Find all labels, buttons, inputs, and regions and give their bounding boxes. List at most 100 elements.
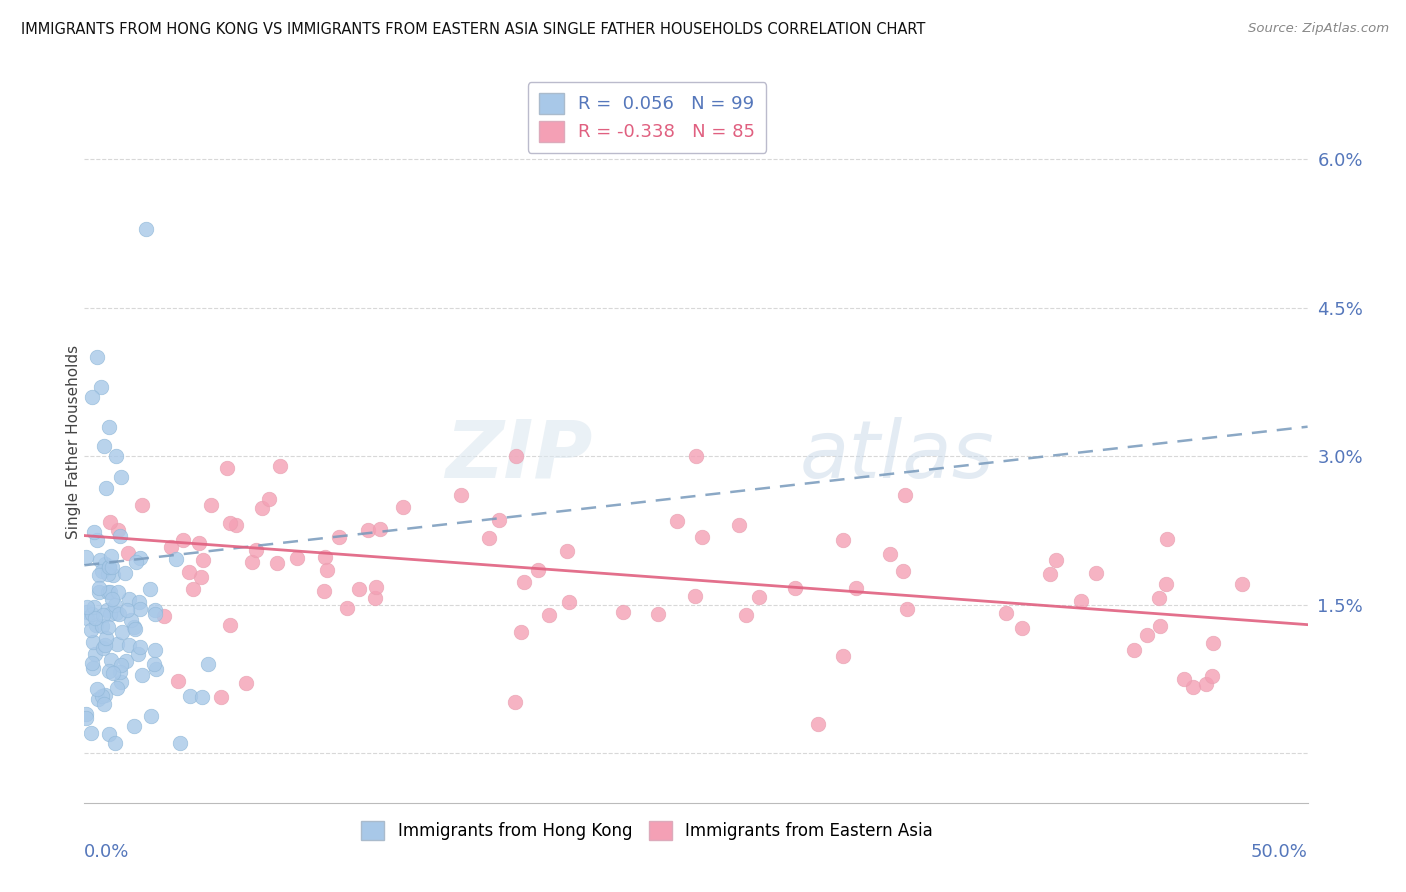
Point: [143, 657, 166, 671]
Point: [478, 531, 501, 545]
Point: [994, 607, 1017, 621]
Point: [76, 599, 98, 614]
Point: [83, 525, 105, 540]
Point: [179, 689, 201, 703]
Point: [190, 570, 212, 584]
Point: [97, 620, 120, 634]
Point: [82, 661, 104, 675]
Point: [75, 711, 97, 725]
Point: [125, 556, 148, 570]
Point: [728, 517, 751, 532]
Point: [128, 594, 150, 608]
Point: [76, 611, 98, 625]
Point: [101, 560, 124, 574]
Point: [1045, 552, 1067, 566]
Point: [1123, 643, 1146, 657]
Point: [647, 607, 669, 621]
Point: [118, 591, 141, 606]
Point: [129, 602, 152, 616]
Point: [1195, 677, 1218, 691]
Point: [84, 618, 107, 632]
Point: [91, 690, 114, 704]
Point: [100, 592, 122, 607]
Point: [97, 419, 120, 434]
Point: [110, 675, 132, 690]
Legend: Immigrants from Hong Kong, Immigrants from Eastern Asia: Immigrants from Hong Kong, Immigrants fr…: [353, 813, 942, 848]
Point: [97, 567, 120, 582]
Point: [97, 560, 120, 574]
Point: [285, 551, 308, 566]
Point: [104, 606, 127, 620]
Point: [143, 643, 166, 657]
Point: [89, 585, 111, 599]
Point: [110, 665, 132, 679]
Point: [215, 461, 238, 475]
Point: [80, 390, 103, 404]
Point: [1181, 681, 1204, 695]
Point: [107, 523, 129, 537]
Point: [1201, 636, 1223, 650]
Point: [135, 221, 157, 235]
Point: [115, 654, 138, 668]
Point: [100, 549, 122, 563]
Point: [94, 689, 117, 703]
Point: [181, 582, 204, 597]
Point: [193, 553, 215, 567]
Point: [96, 602, 118, 616]
Point: [314, 550, 336, 565]
Point: [110, 657, 132, 672]
Point: [124, 620, 146, 634]
Point: [139, 709, 162, 723]
Point: [312, 584, 335, 599]
Point: [139, 582, 162, 597]
Point: [105, 681, 128, 696]
Point: [80, 607, 103, 621]
Point: [555, 544, 578, 558]
Point: [90, 380, 112, 394]
Point: [1201, 668, 1223, 682]
Point: [510, 625, 533, 640]
Point: [1039, 566, 1062, 581]
Point: [1136, 628, 1159, 642]
Point: [266, 557, 288, 571]
Point: [143, 607, 166, 621]
Point: [87, 582, 110, 596]
Point: [86, 681, 108, 696]
Point: [197, 657, 219, 672]
Point: [91, 564, 114, 578]
Point: [1173, 673, 1195, 687]
Point: [893, 487, 915, 501]
Y-axis label: Single Father Households: Single Father Households: [66, 344, 80, 539]
Point: [100, 584, 122, 599]
Point: [250, 501, 273, 516]
Point: [558, 595, 581, 609]
Point: [368, 522, 391, 536]
Point: [120, 613, 142, 627]
Point: [94, 631, 117, 645]
Point: [84, 648, 107, 662]
Point: [98, 607, 121, 621]
Point: [336, 600, 359, 615]
Point: [131, 667, 153, 681]
Point: [219, 516, 242, 531]
Point: [879, 547, 901, 561]
Point: [93, 440, 115, 454]
Point: [94, 638, 117, 652]
Point: [124, 622, 146, 636]
Point: [1070, 593, 1092, 607]
Point: [316, 563, 339, 577]
Point: [105, 637, 128, 651]
Point: [191, 690, 214, 705]
Point: [807, 716, 830, 731]
Point: [1156, 577, 1178, 591]
Point: [527, 563, 550, 577]
Point: [86, 351, 108, 365]
Point: [111, 625, 134, 640]
Point: [103, 567, 125, 582]
Point: [1011, 621, 1033, 635]
Point: [891, 564, 914, 578]
Point: [105, 450, 128, 464]
Point: [1149, 619, 1171, 633]
Text: ZIP: ZIP: [444, 417, 592, 495]
Point: [93, 697, 115, 711]
